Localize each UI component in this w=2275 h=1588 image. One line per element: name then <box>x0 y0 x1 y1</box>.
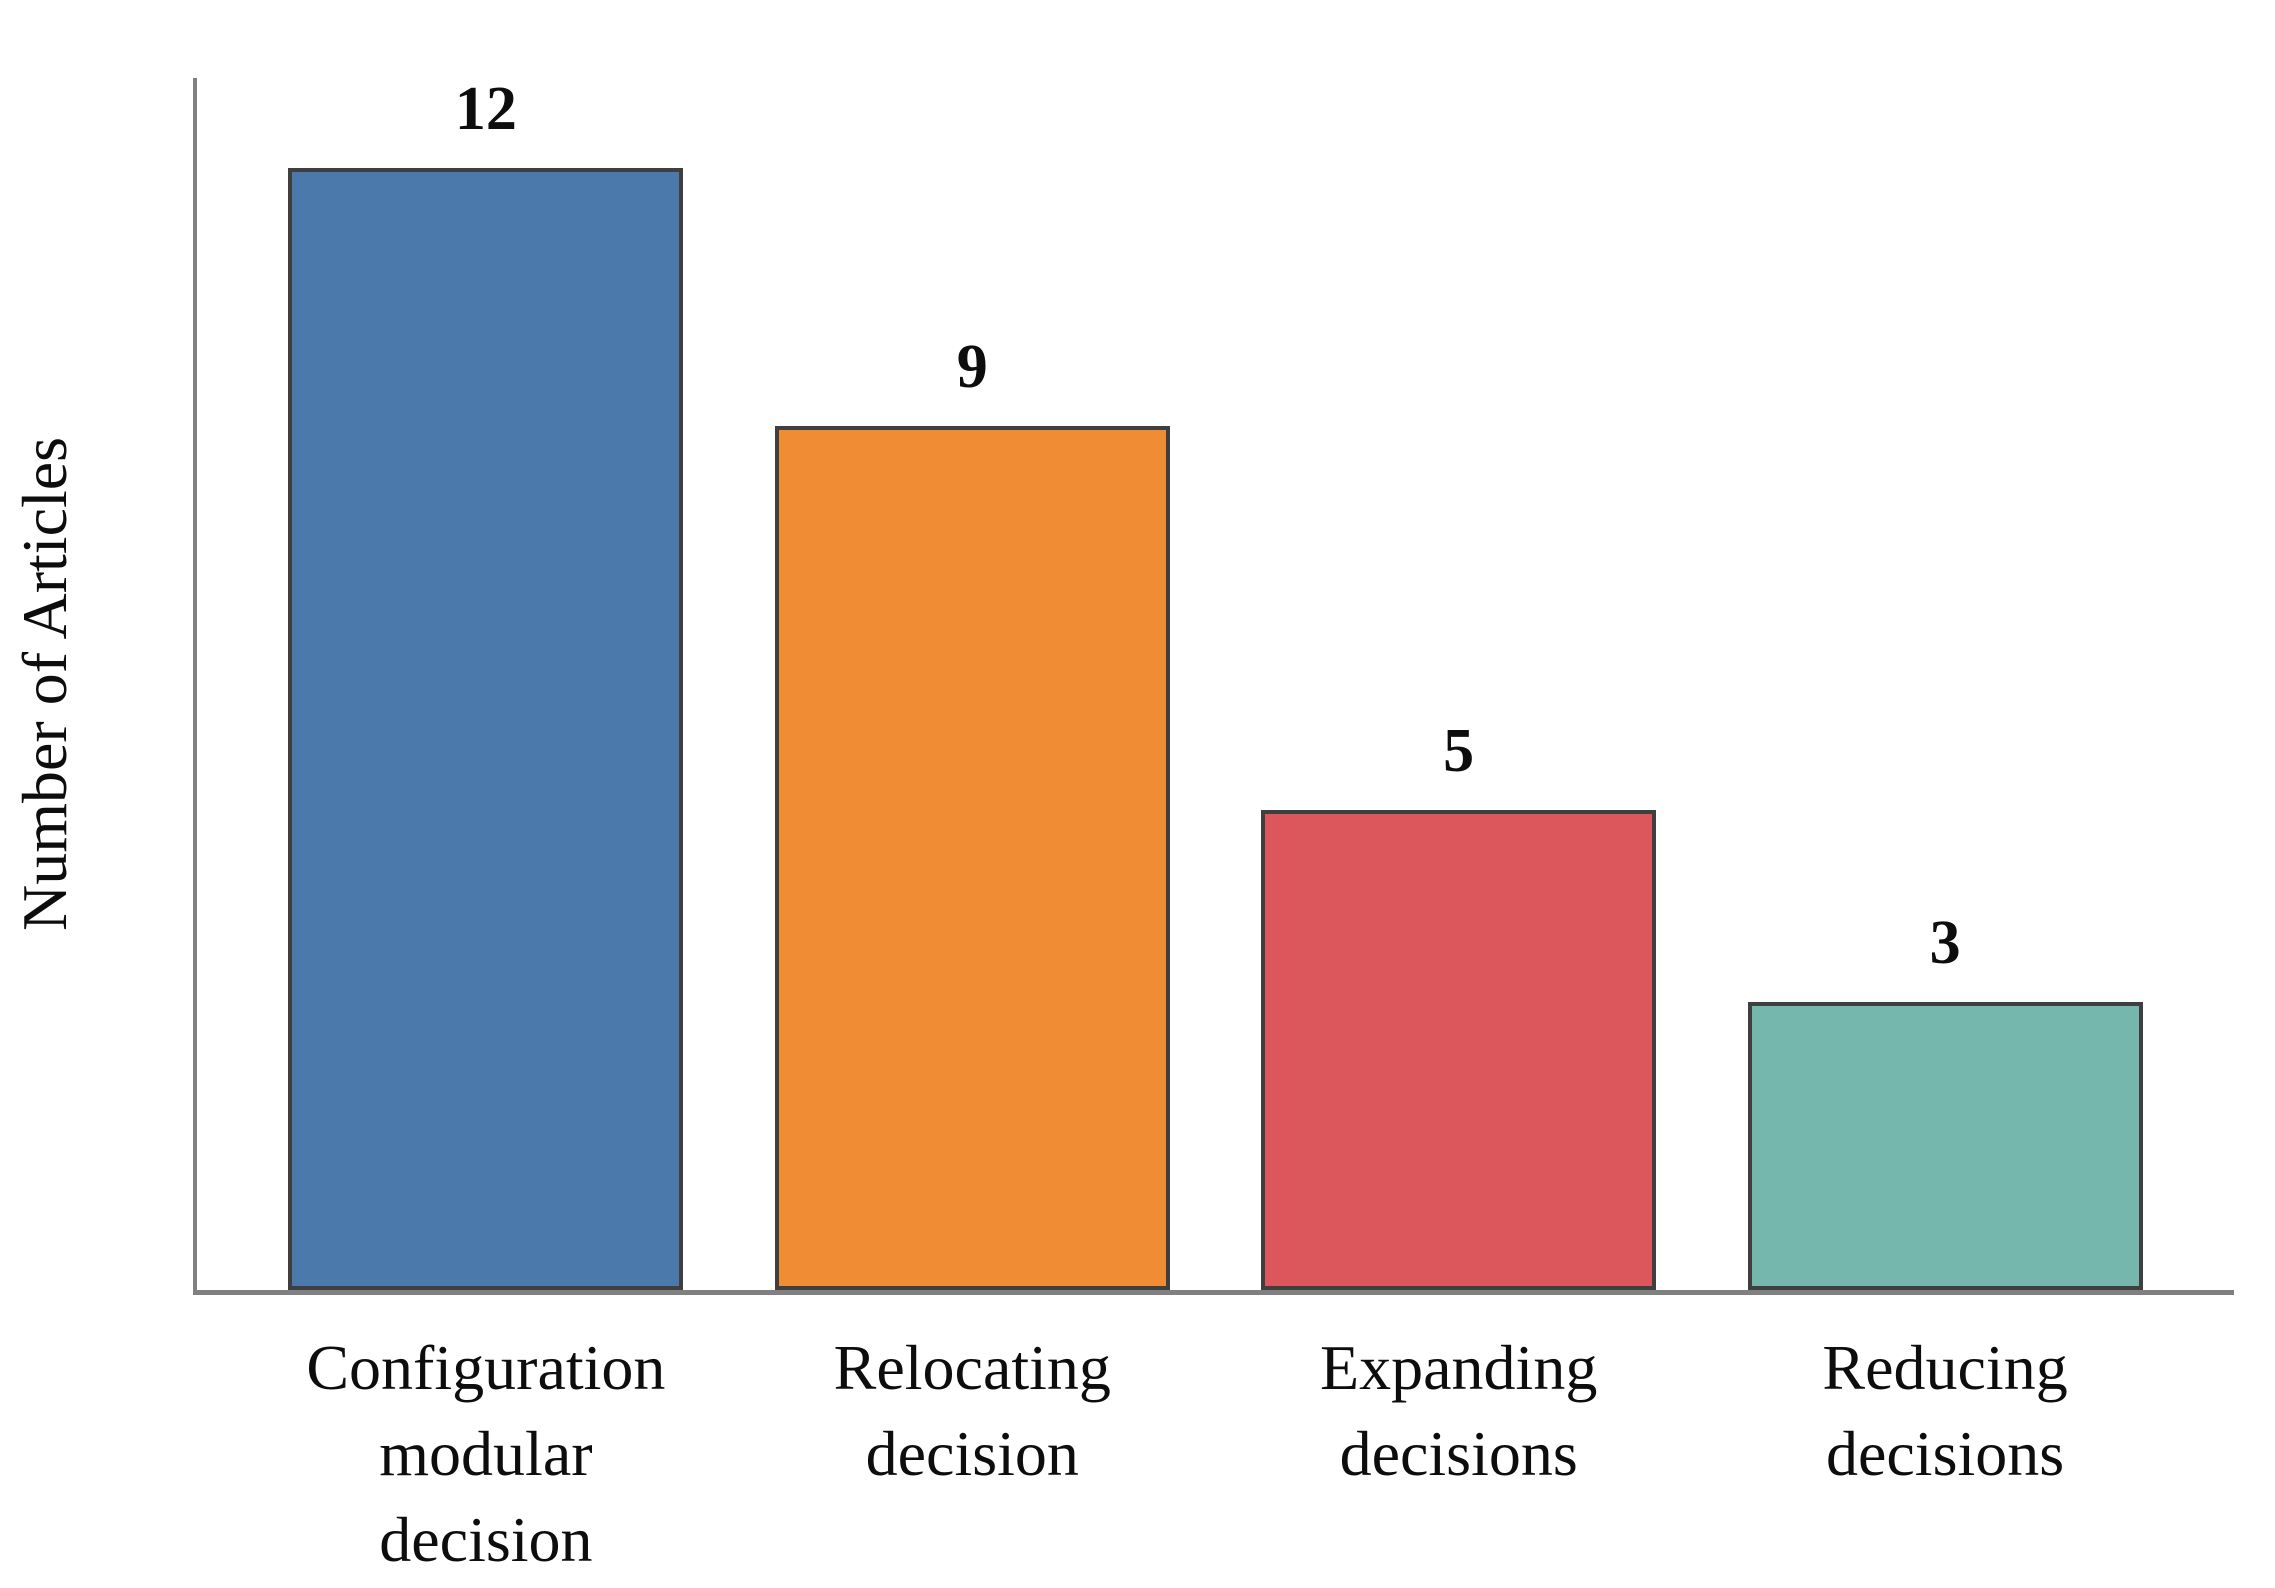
bar-column-reducing-decisions: 3 <box>1747 78 2143 1290</box>
bar-column-configuration-modular-decision: 12 <box>288 75 684 1290</box>
y-axis-line <box>193 78 197 1294</box>
x-axis-line <box>193 1290 2234 1295</box>
bar-value-label: 12 <box>454 75 517 143</box>
bar-column-expanding-decisions: 5 <box>1261 78 1657 1290</box>
bar-configuration-modular-decision <box>288 168 684 1290</box>
category-label-relocating-decision: Relocating decision <box>775 1325 1170 1583</box>
y-axis-title: Number of Articles <box>9 436 80 932</box>
bar-relocating-decision <box>774 426 1170 1290</box>
bar-column-relocating-decision: 9 <box>774 78 1170 1290</box>
category-label-line: Reducing <box>1822 1332 2068 1403</box>
bars-area: 12 9 5 3 <box>197 78 2234 1290</box>
bar-value-label: 9 <box>956 333 988 401</box>
category-label-line: Relocating <box>833 1332 1111 1403</box>
category-label-line: Expanding <box>1320 1332 1598 1403</box>
category-label-line: decisions <box>1339 1418 1578 1489</box>
category-label-line: decision <box>865 1418 1079 1489</box>
bar-expanding-decisions <box>1261 810 1657 1290</box>
category-label-line: decisions <box>1825 1418 2065 1489</box>
category-label-expanding-decisions: Expanding decisions <box>1261 1325 1656 1583</box>
bar-value-label: 5 <box>1443 717 1475 785</box>
category-label-line: modular <box>379 1418 593 1489</box>
category-label-line: decision <box>379 1504 593 1575</box>
category-label-line: Configuration <box>306 1332 666 1403</box>
category-label-reducing-decisions: Reducing decisions <box>1748 1325 2143 1583</box>
bar-value-label: 3 <box>1929 909 1961 977</box>
category-label-configuration-modular-decision: Configuration modular decision <box>288 1325 683 1583</box>
x-axis-labels: Configuration modular decision Relocating de… <box>197 1325 2234 1583</box>
bar-reducing-decisions <box>1747 1002 2143 1290</box>
